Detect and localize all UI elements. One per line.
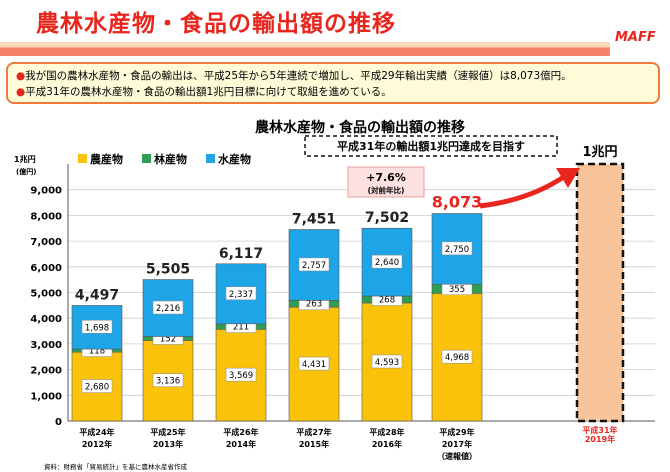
data-label: 2,640 — [375, 258, 399, 268]
data-label: 3,569 — [229, 371, 253, 381]
bullet-icon: ● — [16, 70, 26, 82]
data-label-box — [298, 356, 330, 371]
target-label: 1兆円 — [582, 144, 617, 160]
data-label-box — [441, 241, 473, 256]
data-label: 263 — [306, 300, 322, 310]
total-label: 6,117 — [219, 246, 263, 262]
total-label: 7,451 — [292, 212, 336, 228]
x-tick-label: （速報値） — [437, 451, 477, 461]
x-tick-label: 2016年 — [372, 439, 402, 449]
chart-title: 農林水産物・食品の輸出額の推移 — [255, 119, 465, 136]
maff-logo: MAFF — [615, 30, 656, 45]
data-label-box — [298, 257, 330, 272]
y-tick-label: 1,000 — [30, 391, 62, 402]
y-unit: (億円) — [16, 167, 36, 176]
x-tick-label: 平成27年 — [296, 427, 331, 437]
target-banner-box — [304, 135, 558, 157]
summary-line-1: ●我が国の農林水産物・食品の輸出は、平成25年から5年連続で増加し、平成29年輸… — [16, 70, 572, 82]
legend-label: 水産物 — [218, 152, 251, 166]
data-label: 152 — [160, 334, 176, 344]
data-label: 355 — [449, 285, 465, 295]
data-label: 3,136 — [156, 377, 180, 387]
y-tick-label: 2,000 — [30, 366, 62, 377]
data-label-box — [225, 286, 257, 301]
data-label: 4,431 — [302, 360, 326, 370]
growth-arrow — [479, 173, 567, 209]
x-tick-label: 平成29年 — [439, 427, 474, 437]
legend-swatch-水産物 — [206, 154, 215, 163]
data-label-box — [225, 367, 257, 382]
y-unit-top: 1兆円 — [14, 154, 36, 164]
bullet-icon: ● — [16, 86, 26, 98]
x-tick-label: 平成26年 — [223, 427, 258, 437]
total-label: 4,497 — [75, 287, 119, 303]
arrow-head-icon — [556, 168, 580, 188]
data-label: 2,216 — [156, 304, 180, 314]
x-tick-label: 2015年 — [299, 439, 329, 449]
data-label: 268 — [379, 296, 395, 306]
y-tick-label: 8,000 — [30, 211, 62, 222]
x-tick-label: 2013年 — [153, 439, 183, 449]
data-label-box — [152, 300, 184, 315]
x-tick-label: 2014年 — [226, 439, 256, 449]
y-tick-label: 5,000 — [30, 289, 62, 300]
target-banner: 平成31年の輸出額1兆円達成を目指す — [337, 139, 525, 153]
data-label-box — [371, 254, 403, 269]
data-label: 211 — [233, 323, 249, 333]
data-label: 118 — [89, 347, 105, 357]
x-tick-label: 2017年 — [442, 439, 472, 449]
data-label-box — [152, 373, 184, 387]
title-band — [0, 42, 610, 56]
target-x-label: 2019年 — [585, 434, 615, 444]
total-label: 8,073 — [432, 193, 483, 212]
y-tick-label: 6,000 — [30, 263, 62, 274]
legend-swatch-林産物 — [142, 154, 151, 163]
summary-line-2: ●平成31年の農林水産物・食品の輸出額1兆円目標に向けて取組を進めている。 — [16, 86, 392, 98]
x-tick-label: 2012年 — [82, 439, 112, 449]
data-label: 1,698 — [85, 323, 109, 333]
legend-swatch-農産物 — [78, 154, 87, 163]
x-tick-label: 平成28年 — [369, 427, 404, 437]
data-label-box — [81, 320, 113, 334]
summary-box: ●我が国の農林水産物・食品の輸出は、平成25年から5年連続で増加し、平成29年輸… — [6, 62, 660, 104]
y-tick-label: 4,000 — [30, 314, 62, 325]
data-label-box — [81, 379, 113, 393]
data-label: 4,968 — [445, 353, 469, 363]
growth-sub: (対前年比) — [368, 185, 405, 195]
data-label: 4,593 — [375, 358, 399, 368]
page-title: 農林水産物・食品の輸出額の推移 — [36, 11, 396, 37]
target-x-label: 平成31年 — [582, 425, 617, 435]
data-label: 2,757 — [302, 261, 326, 271]
data-label: 2,750 — [445, 245, 469, 255]
legend-label: 林産物 — [154, 152, 187, 166]
data-label: 2,337 — [229, 290, 253, 300]
total-label: 5,505 — [146, 262, 190, 278]
data-label-box — [371, 354, 403, 369]
total-label: 7,502 — [365, 210, 409, 226]
legend-label: 農産物 — [90, 152, 123, 166]
y-tick-label: 0 — [55, 417, 62, 428]
y-tick-label: 3,000 — [30, 340, 62, 351]
target-bar — [575, 162, 625, 423]
y-tick-label: 9,000 — [30, 186, 62, 197]
growth-callout — [347, 166, 425, 198]
data-label: 2,680 — [85, 383, 109, 393]
x-tick-label: 平成25年 — [150, 427, 185, 437]
growth-value: +7.6% — [366, 171, 406, 184]
source-note: 資料：財務省「貿易統計」を基に農林水産省作成 — [44, 462, 188, 471]
y-tick-label: 7,000 — [30, 237, 62, 248]
x-tick-label: 平成24年 — [79, 427, 114, 437]
data-label-box — [441, 349, 473, 364]
